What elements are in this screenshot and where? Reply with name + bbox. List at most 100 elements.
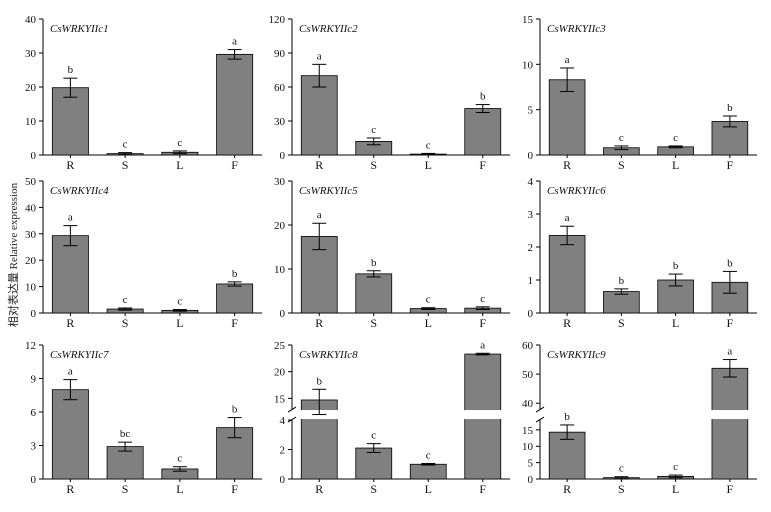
x-tick-label: F (231, 482, 238, 496)
y-tick-label: 1 (528, 275, 534, 287)
y-tick-label: 25 (274, 340, 286, 352)
x-tick-label: S (370, 482, 377, 496)
bar (216, 53, 254, 156)
significance-letter: c (673, 132, 678, 144)
y-tick-label: 0 (280, 308, 286, 320)
significance-letter: a (565, 212, 570, 224)
x-tick-label: R (66, 158, 74, 172)
y-tick-label: 0 (528, 474, 534, 486)
significance-letter: b (232, 268, 238, 280)
y-tick-label: 20 (25, 255, 37, 267)
bar (464, 108, 502, 156)
x-tick-label: S (370, 316, 377, 330)
x-tick-label: L (672, 158, 679, 172)
x-tick-label: L (672, 482, 679, 496)
y-tick-label: 30 (274, 116, 286, 128)
bar (603, 291, 640, 314)
panel-title: CsWRKYIIc6 (547, 185, 606, 197)
bar-break-gap (463, 410, 502, 420)
significance-letter: b (232, 404, 238, 416)
x-tick-label: R (66, 316, 74, 330)
y-tick-label: 40 (25, 202, 37, 214)
y-tick-label: 5 (528, 458, 534, 470)
x-tick-label: S (122, 482, 129, 496)
x-tick-label: S (618, 316, 625, 330)
x-tick-label: F (727, 316, 734, 330)
x-tick-label: S (122, 316, 129, 330)
x-tick-label: S (122, 158, 129, 172)
panel-title: CsWRKYIIc9 (547, 349, 606, 361)
y-tick-label: 10 (522, 59, 534, 71)
global-y-axis-label: 相对表达量 Relative expression (4, 160, 22, 350)
significance-letter: b (673, 260, 679, 272)
panel-title: CsWRKYIIc8 (299, 349, 358, 361)
y-tick-label: 20 (274, 367, 286, 379)
y-tick-label: 50 (522, 369, 534, 381)
significance-letter: b (727, 257, 733, 269)
x-tick-label: L (425, 316, 432, 330)
y-tick-label: 0 (280, 150, 286, 162)
panel-title: CsWRKYIIc3 (547, 23, 606, 35)
y-tick-label: 15 (522, 425, 534, 437)
x-tick-label: L (425, 158, 432, 172)
x-tick-label: R (315, 482, 323, 496)
x-tick-label: R (315, 316, 323, 330)
x-tick-label: F (479, 316, 486, 330)
bar (51, 389, 89, 480)
y-tick-label: 60 (522, 340, 534, 352)
bar (548, 431, 586, 480)
significance-letter: c (123, 139, 128, 151)
significance-letter: b (564, 411, 570, 423)
y-tick-label: 3 (31, 441, 37, 453)
y-tick-label: 40 (522, 398, 534, 410)
y-tick-label: 120 (269, 14, 286, 26)
x-tick-label: R (315, 158, 323, 172)
significance-letter: a (565, 54, 570, 66)
significance-letter: c (371, 124, 376, 136)
bar (355, 447, 393, 480)
bar-break-gap (710, 410, 749, 420)
significance-letter: c (123, 294, 128, 306)
y-tick-label: 0 (31, 474, 37, 486)
y-tick-label: 30 (25, 229, 37, 241)
y-tick-label: 20 (274, 220, 286, 232)
y-tick-label: 30 (25, 48, 37, 60)
y-tick-label: 9 (31, 374, 37, 386)
significance-letter: a (68, 366, 73, 378)
y-tick-label: 10 (274, 264, 286, 276)
x-tick-label: F (479, 482, 486, 496)
significance-letter: c (673, 461, 678, 473)
panel-title: CsWRKYIIc4 (50, 185, 109, 197)
significance-letter: a (317, 209, 322, 221)
y-tick-label: 12 (25, 340, 36, 352)
x-tick-label: F (479, 158, 486, 172)
x-tick-label: L (176, 482, 183, 496)
significance-letter: b (619, 275, 625, 287)
significance-letter: c (371, 430, 376, 442)
y-tick-label: 2 (280, 445, 286, 457)
bar (409, 463, 447, 480)
significance-letter: a (232, 36, 237, 48)
significance-letter: b (317, 375, 323, 387)
y-tick-label: 10 (25, 282, 37, 294)
axis-break-mark (535, 406, 545, 413)
panel-title: CsWRKYIIc5 (299, 185, 358, 197)
y-tick-label: 0 (528, 150, 534, 162)
y-tick-label: 3 (528, 209, 534, 221)
y-tick-label: 0 (31, 308, 37, 320)
x-tick-label: R (66, 482, 74, 496)
significance-letter: b (371, 257, 377, 269)
y-tick-label: 10 (522, 441, 534, 453)
y-tick-label: 0 (528, 308, 534, 320)
significance-letter: a (68, 212, 73, 224)
panel-title: CsWRKYIIc2 (299, 23, 358, 35)
significance-letter: c (177, 453, 182, 465)
significance-letter: c (177, 296, 182, 308)
x-tick-label: L (672, 316, 679, 330)
y-tick-label: 90 (274, 48, 286, 60)
x-tick-label: F (231, 316, 238, 330)
bar (657, 279, 694, 314)
y-tick-label: 20 (25, 82, 37, 94)
significance-letter: b (480, 91, 486, 103)
